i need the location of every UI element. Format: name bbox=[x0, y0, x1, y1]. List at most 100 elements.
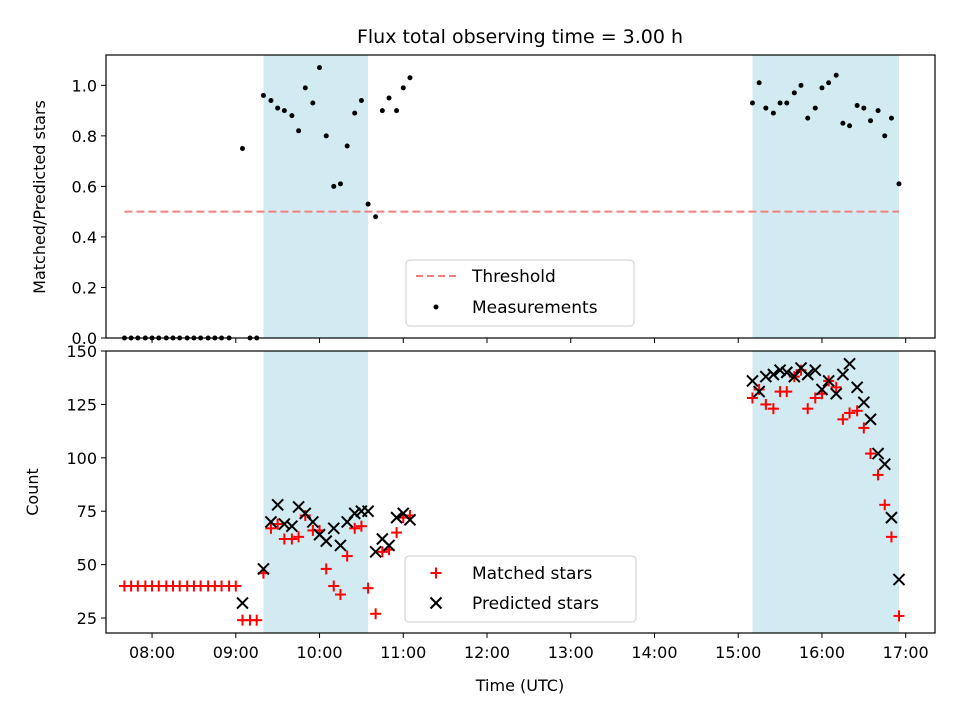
legend-matched-swatch bbox=[430, 567, 442, 579]
predicted-star-point bbox=[759, 370, 773, 383]
y-tick-label: 0.8 bbox=[72, 127, 97, 146]
measurement-point bbox=[812, 105, 818, 111]
measurement-point bbox=[896, 181, 902, 187]
measurement-point bbox=[344, 143, 350, 149]
top-plot-frame bbox=[105, 54, 936, 339]
top-shaded-spans bbox=[263, 55, 899, 338]
measurement-point bbox=[888, 115, 894, 121]
top-legend: Threshold Measurements bbox=[405, 259, 635, 327]
matched-star-point bbox=[781, 386, 793, 398]
bottom-legend-box bbox=[404, 555, 637, 623]
matched-star-point bbox=[355, 520, 367, 532]
chart-title: Flux total observing time = 3.00 h bbox=[357, 26, 683, 48]
predicted-star-point bbox=[878, 458, 891, 471]
measurement-point bbox=[394, 108, 400, 114]
measurement-point bbox=[798, 82, 804, 88]
measurement-point bbox=[847, 123, 853, 129]
predicted-star-point bbox=[815, 383, 829, 396]
matched-star-point bbox=[851, 405, 863, 417]
matched-star-point bbox=[893, 610, 905, 622]
matched-star-point bbox=[370, 608, 382, 620]
predicted-star-point bbox=[320, 534, 333, 548]
matched-star-point bbox=[251, 614, 263, 626]
matched-star-point bbox=[885, 531, 897, 543]
shaded-span-1 bbox=[752, 351, 899, 633]
measurement-point bbox=[281, 108, 287, 114]
legend-matched-marker bbox=[430, 567, 442, 579]
predicted-star-point bbox=[403, 513, 417, 526]
measurement-point bbox=[777, 100, 783, 106]
shaded-span-0 bbox=[263, 55, 369, 338]
matched-star-point bbox=[328, 580, 340, 592]
matched-star-point bbox=[341, 550, 353, 562]
bottom-y-axis-label: Count bbox=[23, 468, 42, 516]
matched-star-point bbox=[858, 422, 870, 434]
measurement-point bbox=[791, 90, 797, 96]
matched-star-point bbox=[809, 392, 821, 404]
y-tick-label: 1.0 bbox=[72, 76, 97, 95]
predicted-star-point bbox=[752, 385, 766, 398]
predicted-star-point bbox=[257, 562, 270, 576]
predicted-star-point bbox=[278, 517, 291, 531]
measurement-point bbox=[784, 100, 790, 106]
predicted-star-point bbox=[809, 364, 822, 377]
predicted-star-point bbox=[850, 381, 864, 394]
predicted-star-point bbox=[361, 505, 375, 518]
x-tick-label: 09:00 bbox=[213, 643, 259, 662]
legend-matched-label: Matched stars bbox=[472, 564, 592, 584]
measurement-point bbox=[840, 120, 846, 126]
y-tick-label: 150 bbox=[66, 342, 97, 361]
measurement-point bbox=[805, 115, 811, 121]
predicted-star-point bbox=[871, 447, 885, 460]
measurement-point bbox=[289, 113, 295, 119]
x-tick-label: 12:00 bbox=[464, 643, 510, 662]
matched-star-point bbox=[391, 527, 403, 539]
predicted-star-point bbox=[348, 507, 361, 520]
bottom-panel: 25 50 75 100 125 150 08:00 09:00 10:00 11:00 12:0… bbox=[23, 342, 936, 695]
measurement-point bbox=[296, 128, 302, 134]
matched-star-point bbox=[802, 403, 814, 415]
measurement-point bbox=[861, 105, 867, 111]
x-axis-label: Time (UTC) bbox=[475, 676, 564, 695]
predicted-star-point bbox=[306, 515, 320, 529]
legend-predicted-label: Predicted stars bbox=[472, 594, 599, 614]
top-panel: 0.0 0.2 0.4 0.6 0.8 1.0 Matched/Predicted sta… bbox=[30, 54, 936, 348]
matched-star-point bbox=[376, 546, 388, 558]
x-tick-label: 08:00 bbox=[129, 643, 175, 662]
predicted-star-point bbox=[892, 573, 906, 586]
predicted-star-point bbox=[264, 515, 278, 529]
bottom-plot-frame bbox=[105, 350, 936, 634]
measurement-point bbox=[407, 75, 413, 81]
y-tick-label: 0.6 bbox=[72, 177, 97, 196]
measurement-point bbox=[352, 110, 358, 116]
measurement-point bbox=[386, 95, 392, 101]
predicted-star-point bbox=[382, 539, 396, 552]
x-tick-label: 17:00 bbox=[883, 643, 929, 662]
x-tick-label: 16:00 bbox=[799, 643, 845, 662]
measurement-point bbox=[379, 108, 385, 114]
top-legend-box bbox=[405, 259, 635, 327]
matched-star-point bbox=[753, 383, 765, 395]
measurement-point bbox=[749, 100, 755, 106]
measurement-point bbox=[317, 65, 323, 71]
measurement-point bbox=[819, 85, 825, 91]
measurement-point bbox=[854, 103, 860, 109]
bottom-legend: Matched stars Predicted stars bbox=[404, 555, 637, 623]
measurement-point bbox=[882, 133, 888, 139]
matched-star-point bbox=[844, 407, 856, 419]
y-tick-label: 125 bbox=[66, 395, 97, 414]
matched-star-point bbox=[879, 499, 891, 511]
measurement-point bbox=[337, 181, 343, 187]
predicted-star-point bbox=[780, 366, 793, 379]
measurement-point bbox=[302, 85, 308, 91]
legend-measurements-swatch bbox=[433, 304, 439, 310]
bottom-shaded-spans bbox=[263, 351, 899, 633]
predicted-star-point bbox=[271, 498, 284, 512]
predicted-star-point bbox=[390, 511, 403, 524]
y-tick-label: 50 bbox=[77, 556, 97, 575]
predicted-star-point bbox=[829, 387, 843, 400]
measurement-point bbox=[365, 201, 371, 207]
y-tick-label: 0.0 bbox=[72, 329, 97, 348]
matched-star-point bbox=[265, 522, 277, 534]
